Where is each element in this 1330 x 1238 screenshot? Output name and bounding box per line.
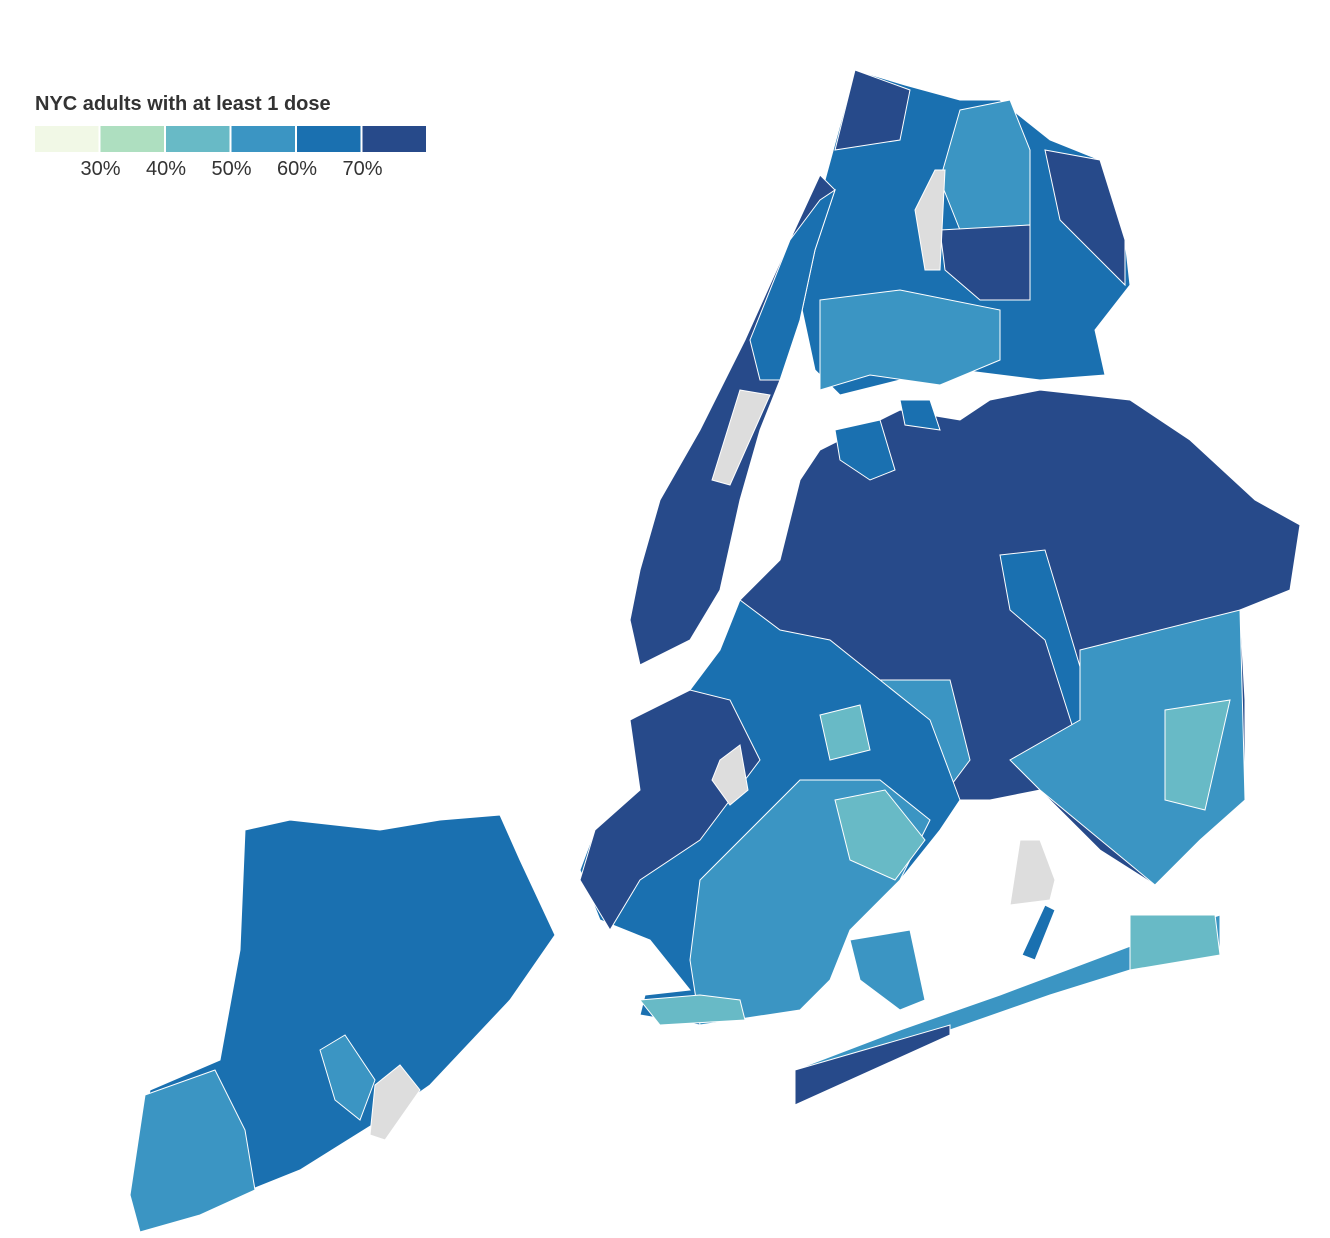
legend-swatch	[231, 126, 295, 152]
staten-island-mid	[319, 1034, 376, 1121]
legend-swatch	[35, 126, 99, 152]
bronx-ne	[1044, 149, 1126, 287]
legend-swatch	[297, 126, 361, 152]
legend-title: NYC adults with at least 1 dose	[35, 93, 331, 115]
bronx-nw	[834, 69, 911, 151]
legend: 30% 40% 50% 60% 70%	[35, 126, 426, 180]
legend-tick-label: 30%	[80, 158, 120, 180]
no-data	[711, 389, 771, 486]
no-data	[1009, 839, 1056, 906]
legend-swatch	[362, 126, 426, 152]
brooklyn-teal	[834, 789, 926, 881]
jamaica-bay-island	[849, 929, 926, 1011]
legend-swatch	[100, 126, 164, 152]
broad-channel	[1021, 904, 1056, 961]
legend-tick-label: 70%	[342, 158, 382, 180]
queens-southeast	[1009, 609, 1246, 886]
legend-tick-label: 60%	[277, 158, 317, 180]
no-data	[711, 744, 749, 806]
no-data	[369, 1064, 421, 1141]
bronx-center	[939, 224, 1031, 301]
coney-island	[639, 994, 746, 1026]
brooklyn-teal-2	[819, 704, 871, 761]
brooklyn-west	[579, 689, 761, 931]
legend-tick-label: 40%	[146, 158, 186, 180]
queens-teal	[1164, 699, 1231, 811]
legend-swatch	[166, 126, 230, 152]
no-data	[914, 169, 946, 271]
rikers	[899, 399, 941, 431]
bronx-south	[819, 289, 1001, 391]
manhattan-north	[749, 188, 836, 381]
map	[129, 69, 1301, 1233]
legend-tick-label: 50%	[211, 158, 251, 180]
queens-west	[834, 419, 896, 481]
staten-island-south	[129, 1069, 256, 1233]
rockaway-east	[1129, 914, 1221, 971]
rockaway-west	[794, 1024, 951, 1106]
